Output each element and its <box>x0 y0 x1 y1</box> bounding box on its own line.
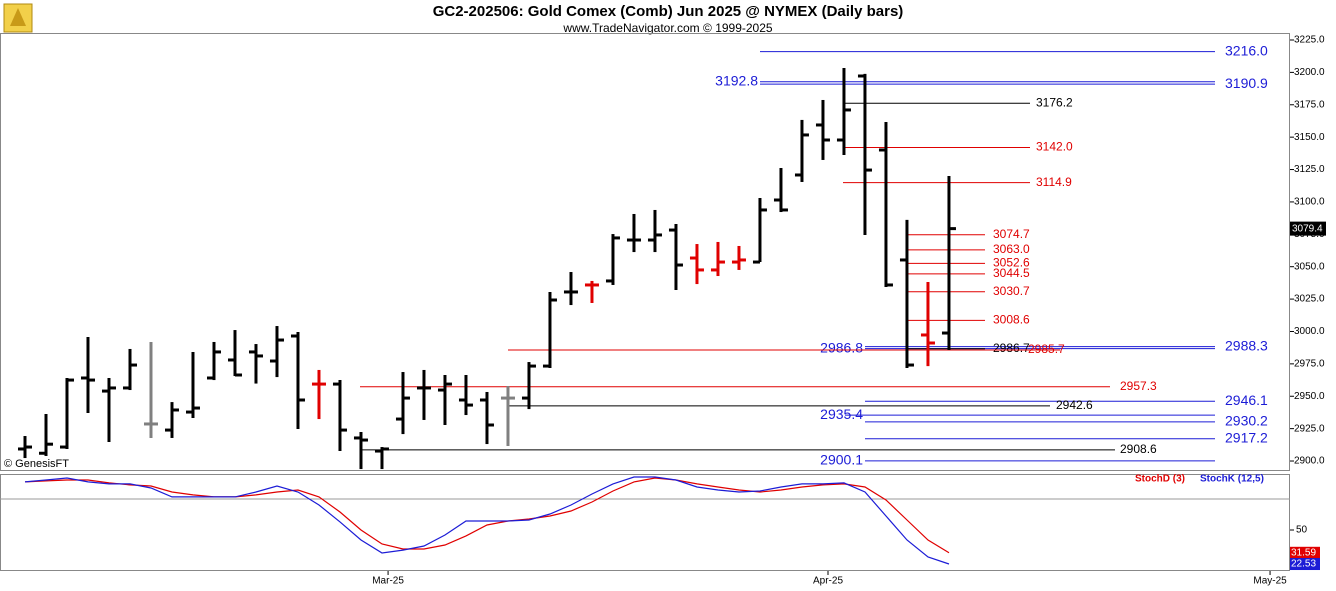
level-label: 3192.8 <box>715 72 758 88</box>
y-tick-label: 3225.0 <box>1294 35 1325 46</box>
y-tick-label: 2950.0 <box>1294 391 1325 402</box>
legend-entry: StochD (3) <box>1135 474 1185 485</box>
stoch-line <box>24 476 950 565</box>
level-label: 2908.6 <box>1120 442 1157 456</box>
last-value-label: 31.59 <box>1291 547 1316 558</box>
y-tick-label: 50 <box>1296 525 1308 536</box>
y-tick-label: 2925.0 <box>1294 423 1325 434</box>
level-label: 2942.6 <box>1056 398 1093 412</box>
y-tick-label: 3025.0 <box>1294 294 1325 305</box>
y-tick-label: 3050.0 <box>1294 261 1325 272</box>
x-tick-label: Mar-25 <box>372 576 404 587</box>
y-tick-label: 2975.0 <box>1294 359 1325 370</box>
level-label: 2930.2 <box>1225 413 1268 429</box>
level-label: 3052.6 <box>993 256 1030 270</box>
level-label: 3063.0 <box>993 242 1030 256</box>
level-label: 2988.3 <box>1225 337 1268 353</box>
level-label: 2986.8 <box>820 339 863 355</box>
chart-subtitle: www.TradeNavigator.com © 1999-2025 <box>562 21 772 35</box>
level-label: 3044.5 <box>993 266 1030 280</box>
level-label: 2985.7 <box>1028 342 1065 356</box>
price-panel <box>0 33 1290 471</box>
y-tick-label: 3200.0 <box>1294 67 1325 78</box>
level-label: 2935.4 <box>820 406 863 422</box>
stoch-panel <box>0 474 1290 571</box>
y-tick-label: 2900.0 <box>1294 456 1325 467</box>
last-value-box <box>1290 558 1320 571</box>
chart-title: GC2-202506: Gold Comex (Comb) Jun 2025 @… <box>433 3 904 20</box>
level-label: 2957.3 <box>1120 379 1157 393</box>
y-tick-label: 3000.0 <box>1294 326 1325 337</box>
y-tick-label: 3175.0 <box>1294 99 1325 110</box>
y-tick-label: 3100.0 <box>1294 197 1325 208</box>
x-tick-label: May-25 <box>1253 576 1287 587</box>
legend-entry: StochK (12,5) <box>1200 474 1264 485</box>
y-tick-label: 3150.0 <box>1294 132 1325 143</box>
watermark: © GenesisFT <box>4 458 69 470</box>
last-price-label: 3079.4 <box>1292 223 1323 234</box>
level-label: 2986.7 <box>993 341 1030 355</box>
level-label: 3142.0 <box>1036 140 1073 154</box>
level-label: 2946.1 <box>1225 392 1268 408</box>
last-value-box <box>1290 546 1320 559</box>
level-label: 3030.7 <box>993 284 1030 298</box>
x-tick-label: Apr-25 <box>813 576 843 587</box>
y-tick-label: 3125.0 <box>1294 164 1325 175</box>
level-label: 3114.9 <box>1036 175 1072 189</box>
level-label: 3008.6 <box>993 313 1030 327</box>
level-label: 2917.2 <box>1225 429 1268 445</box>
level-label: 3216.0 <box>1225 42 1268 58</box>
level-label: 2900.1 <box>820 452 863 468</box>
level-label: 3176.2 <box>1036 95 1073 109</box>
level-label: 3074.7 <box>993 227 1030 241</box>
level-label: 3190.9 <box>1225 75 1268 91</box>
last-value-label: 22.53 <box>1291 559 1316 570</box>
last-price-box <box>1290 221 1326 236</box>
logo <box>3 3 33 33</box>
stoch-line <box>24 477 950 554</box>
